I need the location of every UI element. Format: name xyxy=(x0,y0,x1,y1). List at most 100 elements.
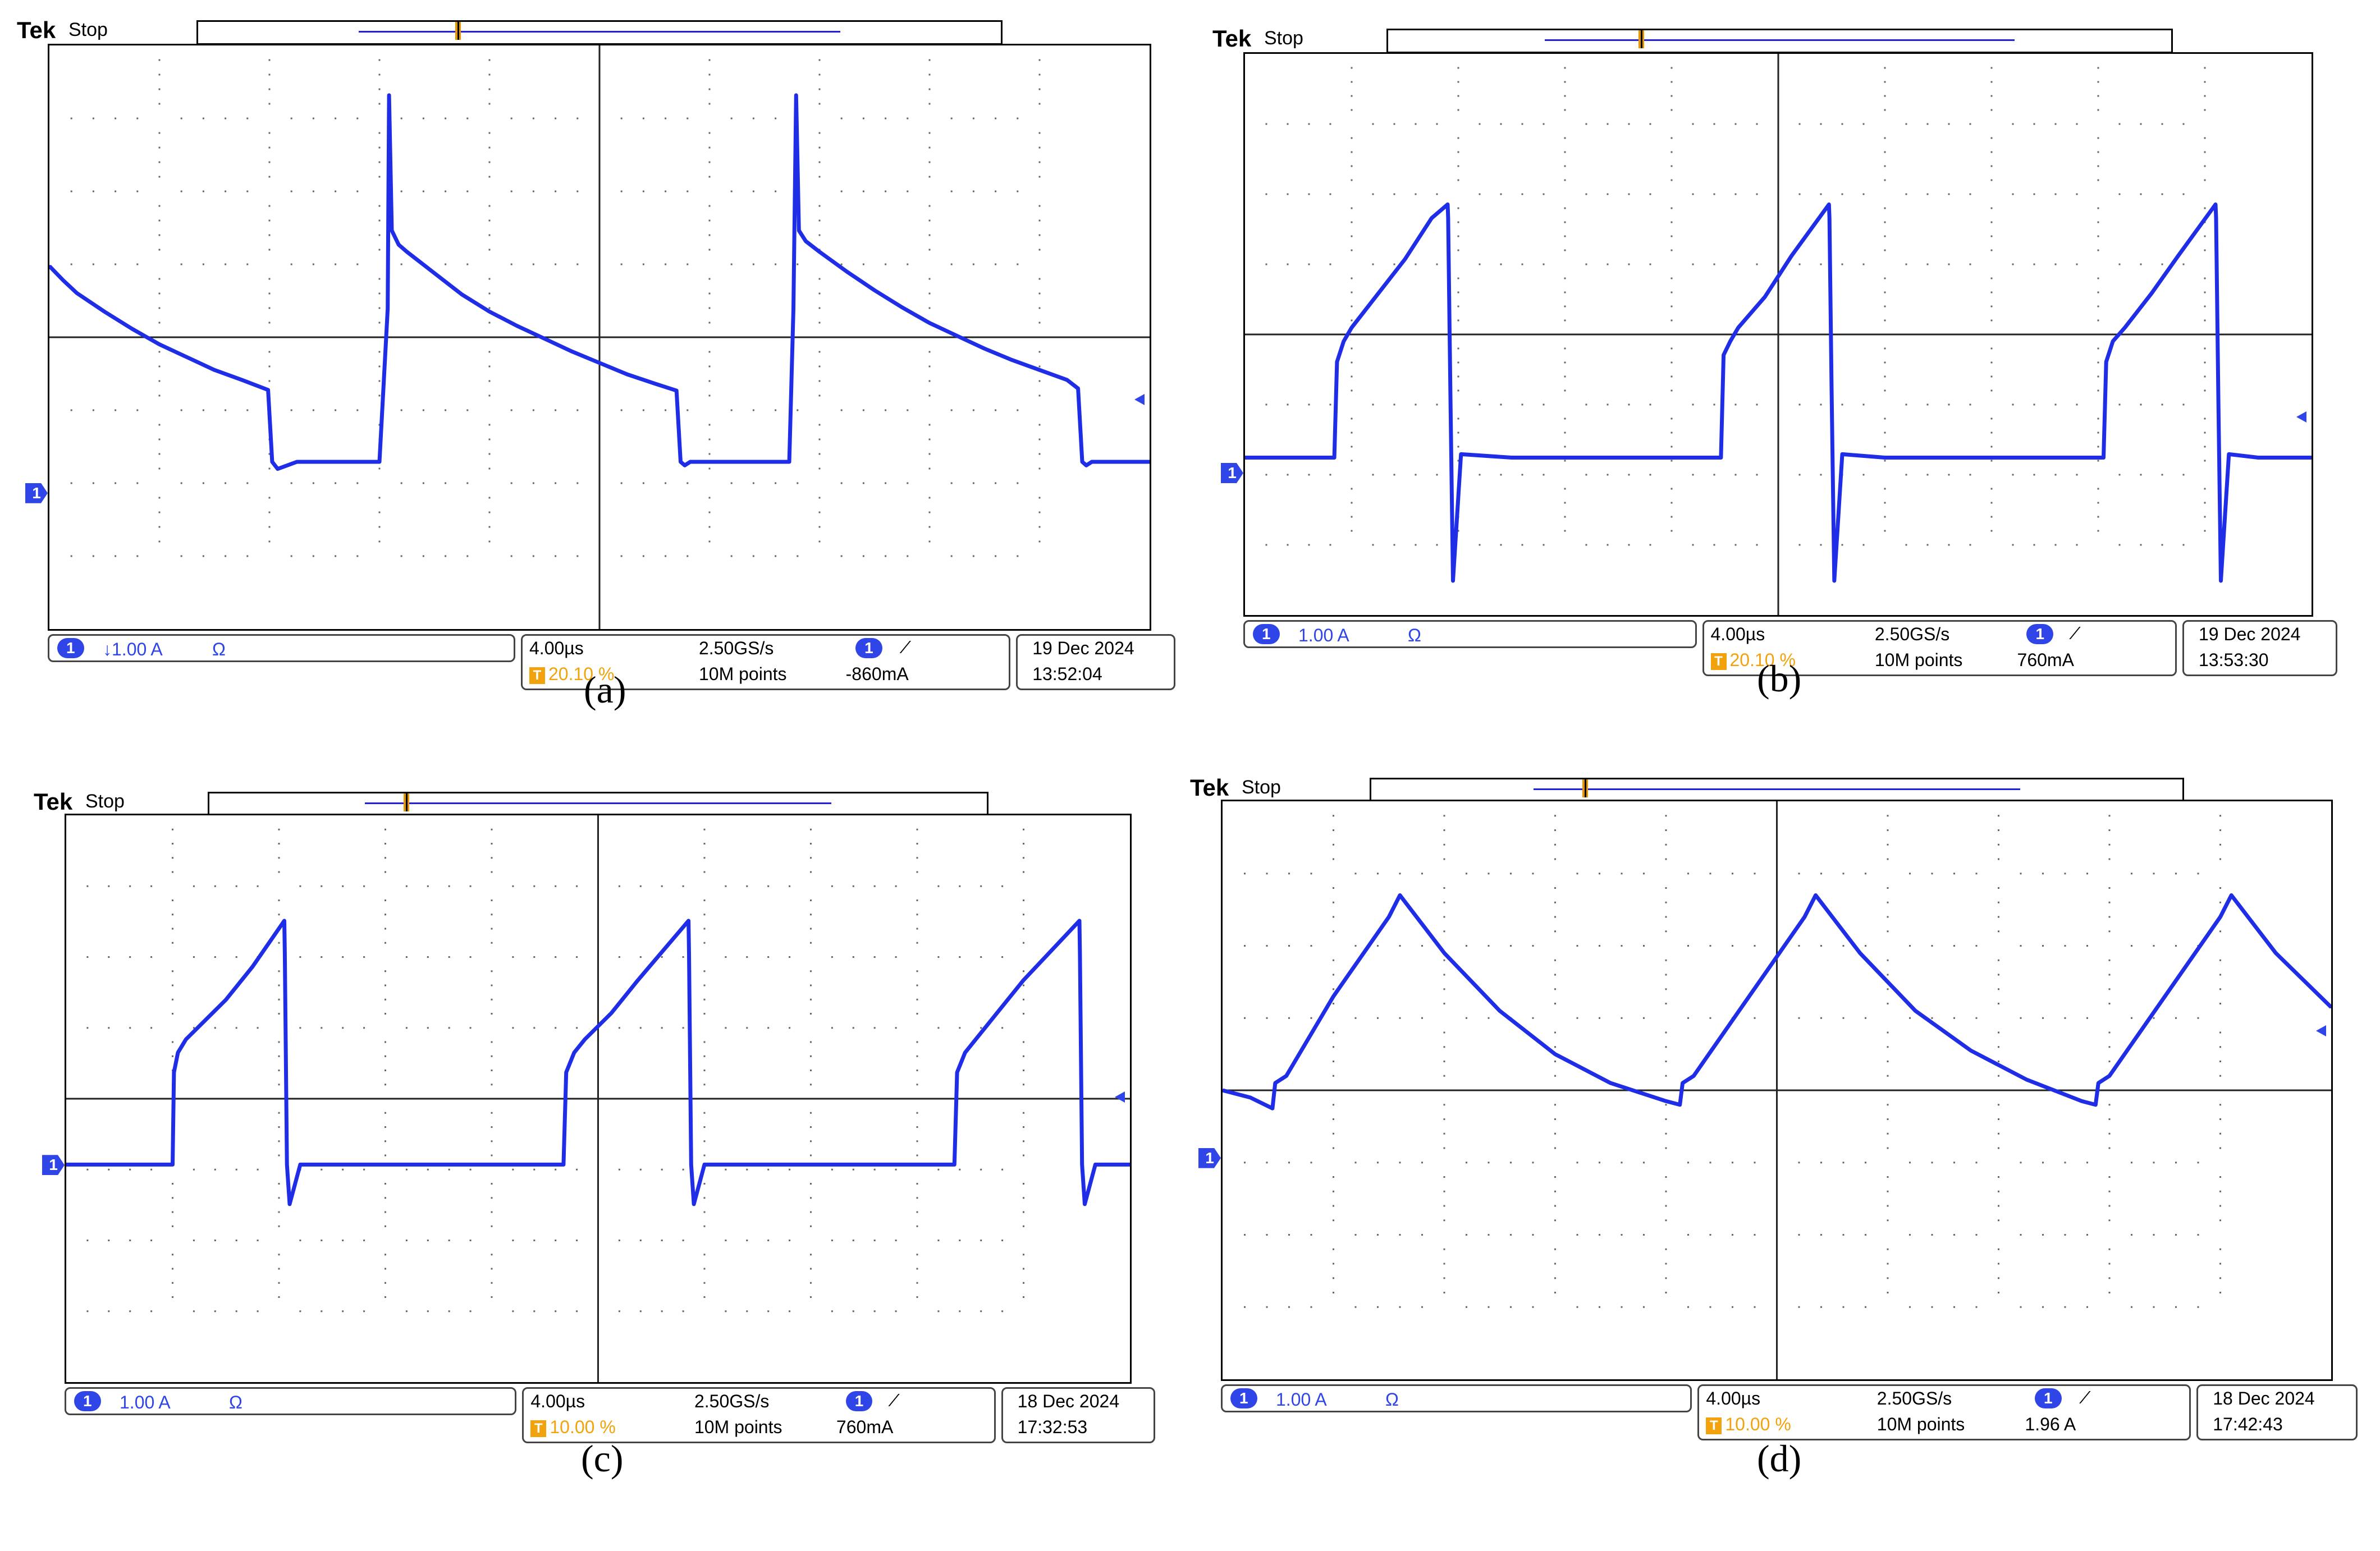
scope-panel-c: Tek Stop T 1 1 1.00 A Ω 4.00µs T10.00 % 2.50GS/s 1… xyxy=(34,788,1190,1535)
trigger-position: T 10.00 % xyxy=(1706,1414,1791,1435)
waveform-point xyxy=(1459,453,1462,456)
waveform-point xyxy=(283,919,286,922)
waveform-point xyxy=(1737,326,1740,329)
trigger-pos-icon: T xyxy=(1710,653,1727,670)
trigger-position-value: 10.00 % xyxy=(1725,1414,1791,1434)
waveform-point xyxy=(2219,580,2222,582)
waveform-point xyxy=(873,289,876,292)
record-window-line xyxy=(1545,39,2015,41)
ch1-badge: 1 xyxy=(1253,624,1280,644)
waveform-point xyxy=(2123,326,2126,329)
ch1-waveform-line xyxy=(1223,893,2331,1111)
waveform-point xyxy=(1729,340,1732,343)
waveform-point xyxy=(846,270,848,273)
waveform-point xyxy=(809,1163,812,1166)
waveform-point xyxy=(863,1163,866,1166)
waveform-point xyxy=(1748,995,1751,998)
timebase-readout-box[interactable]: 4.00µs T 10.00 % 2.50GS/s 10M points 1 ∕ 760mA xyxy=(522,1387,996,1443)
waveform-point xyxy=(1091,460,1093,463)
waveform-point xyxy=(690,1163,693,1166)
waveform-point xyxy=(703,1163,706,1166)
waveform-point xyxy=(2102,456,2105,459)
waveform-point xyxy=(296,460,298,463)
waveform-point xyxy=(76,292,78,295)
waveform-point xyxy=(1617,456,1619,459)
tek-logo: Tek xyxy=(34,788,73,815)
waveform-point xyxy=(2025,1078,2027,1081)
waveform-point xyxy=(1665,1100,1667,1103)
waveform-point xyxy=(1223,1089,1224,1091)
timestamp-box: 19 Dec 2024 13:52:04 xyxy=(1016,634,1176,690)
waveform-point xyxy=(1719,456,1722,459)
channel-readout-box[interactable]: 1 ↓1.00 A Ω xyxy=(48,634,515,662)
sample-rate: 2.50GS/s xyxy=(694,1391,770,1411)
acquisition-state: Stop xyxy=(1264,27,1303,49)
waveform-point xyxy=(2214,203,2217,206)
time-per-div: 4.00µs xyxy=(1706,1388,1761,1408)
channel-readout-box[interactable]: 1 1.00 A Ω xyxy=(1221,1384,1692,1412)
waveform-point xyxy=(1764,295,1766,298)
waveform-point xyxy=(956,334,958,337)
waveform-point xyxy=(2163,995,2166,998)
waveform-plot xyxy=(1245,54,2312,615)
waveform-point xyxy=(2177,254,2180,257)
waveform-point xyxy=(213,369,216,371)
graticule-screen xyxy=(1221,800,2333,1381)
waveform-point xyxy=(626,373,628,375)
waveform-point xyxy=(708,460,711,463)
waveform-point xyxy=(1245,456,1246,459)
waveform-point xyxy=(583,1038,586,1041)
trigger-level-arrow xyxy=(1115,1091,1125,1103)
waveform-point xyxy=(901,306,903,309)
waveform-point xyxy=(1828,203,1830,206)
waveform-point xyxy=(675,389,678,392)
waveform-point xyxy=(2230,894,2233,897)
waveform-point xyxy=(172,1071,175,1074)
waveform-point xyxy=(1970,1049,1972,1052)
waveform-point xyxy=(1841,453,1843,456)
grid-dots xyxy=(86,828,1024,1313)
timebase-readout-box[interactable]: 4.00µs T 10.00 % 2.50GS/s 10M points 1 ∕ 1.96 A xyxy=(1697,1384,2191,1440)
channel-readout-box[interactable]: 1 1.00 A Ω xyxy=(1243,620,1697,648)
trigger-level-arrow xyxy=(2316,1025,2326,1036)
trigger-position-value: 10.00 % xyxy=(550,1417,616,1437)
trigger-source-badge: 1 xyxy=(845,1391,873,1411)
record-window-line xyxy=(359,31,840,33)
record-trigger-marker xyxy=(404,793,410,811)
waveform-point xyxy=(1249,1096,1252,1099)
waveform-plot xyxy=(49,45,1150,629)
waveform-point xyxy=(433,272,436,274)
waveform-point xyxy=(1914,1009,1917,1012)
waveform-point xyxy=(1094,1163,1097,1166)
timestamp-date: 19 Dec 2024 xyxy=(1032,638,1134,658)
waveform-point xyxy=(1447,203,1449,206)
channel-readout-box[interactable]: 1 1.00 A Ω xyxy=(65,1387,517,1415)
waveform-point xyxy=(1011,359,1013,361)
waveform-point xyxy=(1148,460,1150,463)
waveform-point xyxy=(2105,360,2108,363)
waveform-point xyxy=(1083,1203,1086,1205)
rising-edge-icon: ∕ xyxy=(2084,1387,2088,1407)
waveform-point xyxy=(1609,1082,1612,1085)
ch1-ground-marker: 1 xyxy=(1221,463,1243,483)
waveform-point xyxy=(225,998,227,1001)
waveform-point xyxy=(276,467,279,470)
waveform-point xyxy=(378,460,381,463)
waveform-point xyxy=(2080,1100,2083,1103)
timestamp-time: 13:53:30 xyxy=(2199,650,2269,670)
waveform-point xyxy=(689,460,692,463)
trigger-pos-icon: T xyxy=(1706,1417,1722,1434)
trigger-position: T 20.10 % xyxy=(529,664,614,685)
coupling-ohm: Ω xyxy=(1408,625,1421,645)
timebase-readout-box[interactable]: 4.00µs T 20.10 % 2.50GS/s 10M points 1 ∕ -860mA xyxy=(521,634,1011,690)
waveform-point xyxy=(351,460,353,463)
record-window-line xyxy=(1534,788,2020,790)
waveform-point xyxy=(1937,456,1939,459)
waveform-point xyxy=(267,388,269,391)
waveform-point xyxy=(2217,388,2219,391)
record-trigger-marker xyxy=(1582,779,1588,797)
timebase-readout-box[interactable]: 4.00µs T 20.10 % 2.50GS/s 10M points 1 ∕ 760mA xyxy=(1702,620,2177,676)
trigger-level-arrow xyxy=(1134,394,1145,406)
waveform-point xyxy=(158,343,161,346)
waveform-point xyxy=(1081,1163,1083,1166)
